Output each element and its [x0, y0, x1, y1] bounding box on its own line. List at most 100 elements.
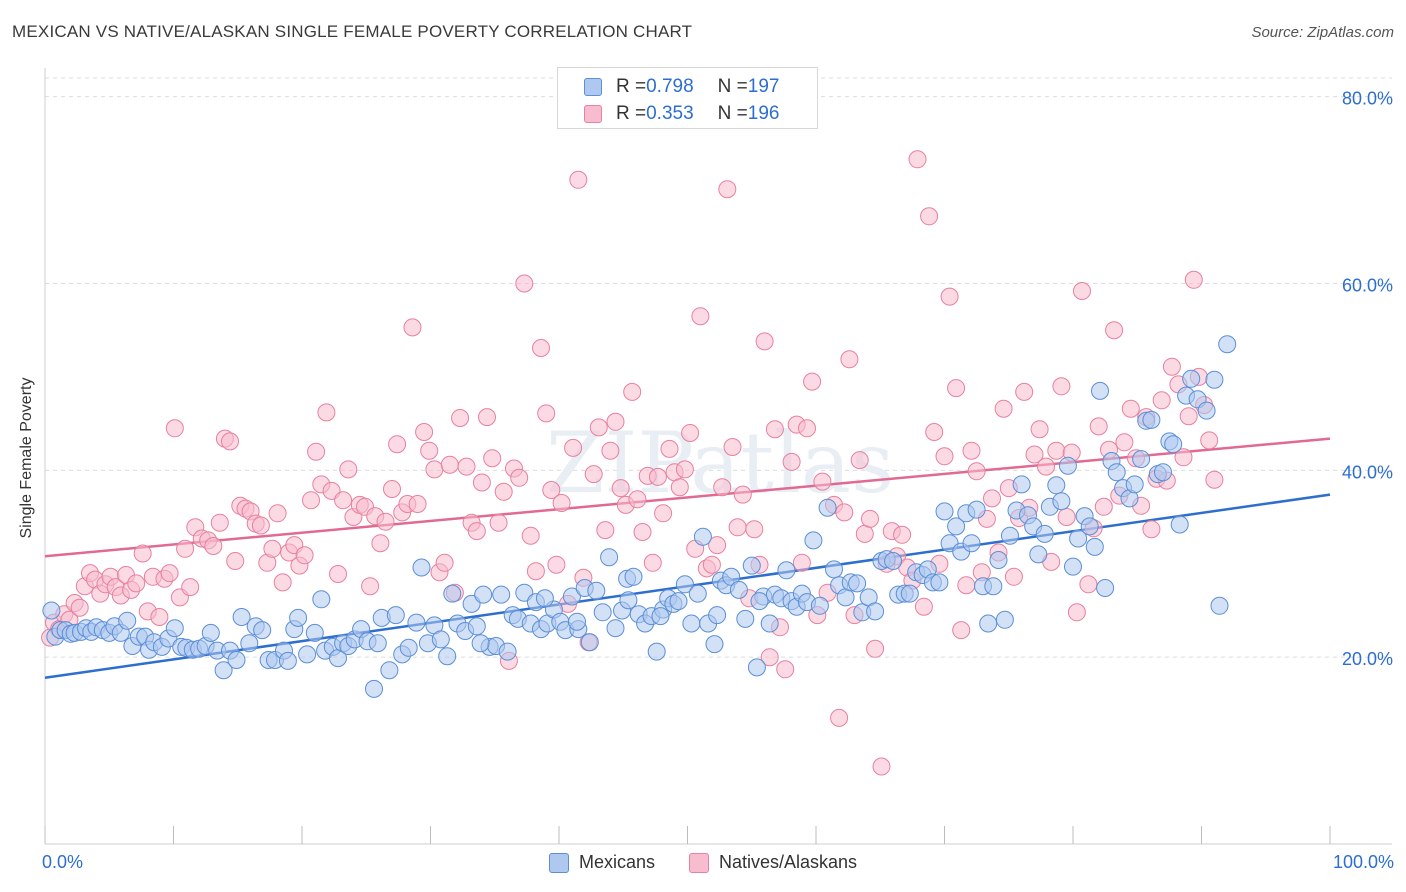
natives-point: [371, 534, 390, 553]
mexicans-point: [289, 608, 308, 627]
natives-point: [210, 513, 229, 532]
natives-point: [547, 555, 566, 574]
natives-point: [329, 565, 347, 583]
natives-point: [295, 546, 314, 565]
legend-label-mexicans: Mexicans: [578, 852, 655, 872]
natives-point: [670, 478, 689, 497]
mexicans-point: [562, 587, 581, 606]
mexicans-point: [298, 645, 317, 664]
mexicans-point: [42, 601, 61, 620]
mexicans-point: [471, 634, 490, 653]
legend-item-natives[interactable]: Natives/Alaskans: [688, 852, 858, 873]
legend-item-mexicans[interactable]: Mexicans: [548, 852, 655, 873]
legend-swatch-blue: [548, 852, 569, 873]
mexicans-point: [947, 517, 966, 536]
natives-point: [569, 170, 588, 189]
natives-point: [478, 408, 496, 427]
mexicans-point: [380, 661, 399, 680]
legend-label-natives: Natives/Alaskans: [718, 852, 858, 872]
natives-point: [866, 639, 885, 658]
mexicans-point: [498, 642, 517, 661]
natives-point: [914, 597, 933, 616]
natives-point: [798, 419, 816, 438]
mexicans-point: [1069, 529, 1088, 548]
natives-point: [408, 495, 427, 513]
mexicans-point: [619, 591, 638, 610]
natives-point: [489, 513, 508, 532]
x-axis-max-label: 100.0%: [1332, 852, 1394, 872]
natives-point: [1142, 520, 1161, 539]
mexicans-point: [669, 592, 688, 611]
legend-n-value: 196: [747, 103, 780, 124]
natives-point: [221, 432, 239, 451]
y-tick-labels: 20.0% 40.0% 60.0% 80.0%: [1342, 89, 1393, 669]
mexicans-point: [989, 551, 1008, 569]
natives-point: [251, 516, 270, 535]
mexicans-point: [278, 651, 297, 670]
natives-point: [1079, 575, 1098, 594]
natives-point: [483, 449, 502, 468]
natives-point: [160, 564, 179, 583]
natives-point: [307, 442, 326, 461]
natives-point: [1200, 431, 1219, 450]
mexicans-point: [967, 500, 986, 519]
natives-point: [718, 180, 737, 199]
mexicans-point: [399, 638, 418, 657]
natives-point: [628, 490, 647, 509]
mexicans-point: [1107, 463, 1126, 482]
mexicans-point: [1218, 335, 1237, 354]
mexicans-point: [848, 574, 867, 593]
mexicans-point: [1001, 526, 1019, 545]
legend-r-value: 0.798: [646, 76, 694, 97]
natives-point: [792, 553, 811, 572]
natives-point: [728, 518, 747, 537]
natives-point: [648, 467, 667, 486]
natives-point: [702, 555, 721, 574]
y-tick-label: 40.0%: [1342, 462, 1393, 482]
natives-point: [165, 419, 184, 438]
series-mexicans-points: [42, 335, 1237, 698]
mexicans-point: [995, 610, 1014, 629]
natives-point: [733, 485, 752, 504]
natives-point: [681, 424, 700, 442]
natives-point: [226, 552, 245, 570]
natives-point: [691, 307, 710, 326]
mexicans-point: [474, 585, 493, 604]
natives-point: [850, 451, 869, 470]
mexicans-point: [825, 560, 843, 579]
mexicans-point: [866, 602, 885, 621]
natives-point: [70, 598, 89, 617]
legend-n-label: N =: [717, 76, 748, 97]
natives-point: [181, 578, 200, 597]
mexicans-point: [587, 581, 606, 600]
mexicans-point: [736, 609, 755, 628]
natives-point: [633, 523, 652, 541]
natives-point: [611, 479, 630, 498]
x-axis-min-label: 0.0%: [42, 852, 84, 872]
natives-point: [654, 504, 673, 523]
mexicans-point: [1210, 596, 1229, 615]
natives-point: [776, 660, 795, 679]
legend-r-value: 0.353: [646, 103, 694, 124]
natives-point: [1037, 457, 1055, 476]
mexicans-point: [305, 623, 324, 642]
natives-point: [1162, 357, 1181, 376]
source-label: Source: ZipAtlas.com: [1251, 24, 1394, 41]
natives-point: [723, 438, 742, 456]
mexicans-point: [1058, 456, 1077, 475]
legend-row-natives: R = 0.353 N = 196: [584, 103, 779, 125]
natives-point: [1094, 497, 1113, 516]
mexicans-point: [682, 614, 701, 633]
natives-point: [1052, 377, 1071, 396]
mexicans-point: [900, 584, 919, 603]
natives-point: [1184, 270, 1203, 289]
mexicans-point: [431, 630, 450, 649]
natives-point: [1004, 567, 1023, 586]
legend-swatch-pink: [584, 105, 602, 123]
mexicans-point: [412, 558, 431, 577]
mexicans-point: [535, 589, 554, 608]
natives-point: [835, 503, 854, 522]
natives-point: [952, 621, 971, 640]
natives-point: [273, 573, 292, 592]
natives-point: [451, 409, 470, 427]
